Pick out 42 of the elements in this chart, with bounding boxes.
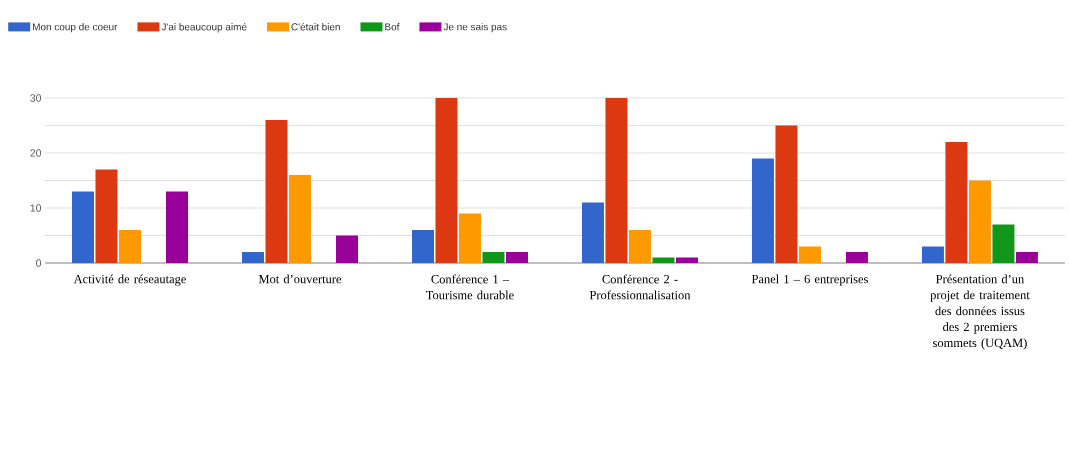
bar bbox=[798, 246, 821, 263]
x-tick-label: Présentation d’un projet de traitement des données issus des 2 premiers sommets (UQAM) bbox=[930, 274, 1030, 350]
bar bbox=[505, 252, 528, 263]
x-tick-label: Panel 1 – 6 entreprises bbox=[751, 274, 868, 286]
bar bbox=[605, 98, 628, 263]
x-tick-label: Conférence 1 – Tourisme durable bbox=[426, 274, 514, 300]
bar bbox=[652, 257, 675, 263]
bar bbox=[482, 252, 505, 263]
bar bbox=[775, 125, 798, 263]
legend-label: Je ne sais pas bbox=[443, 23, 507, 33]
bar bbox=[411, 230, 434, 263]
legend-label: Mon coup de coeur bbox=[32, 23, 118, 33]
bar bbox=[288, 175, 311, 263]
legend-label: C'était bien bbox=[291, 22, 340, 31]
bar bbox=[95, 169, 118, 263]
bar bbox=[241, 252, 264, 263]
bar bbox=[628, 230, 651, 263]
bar bbox=[751, 158, 774, 263]
bar bbox=[1015, 252, 1038, 263]
bar bbox=[335, 235, 358, 263]
bar bbox=[458, 213, 481, 263]
legend-label: J'ai beaucoup aimé bbox=[161, 22, 247, 33]
bar bbox=[992, 224, 1015, 263]
bar bbox=[675, 257, 698, 263]
bar bbox=[968, 180, 991, 263]
bar bbox=[71, 191, 94, 263]
bar bbox=[921, 246, 944, 263]
bar bbox=[265, 120, 288, 263]
legend-label: Bof bbox=[385, 23, 400, 31]
x-tick-label: Activité de réseautage bbox=[73, 274, 186, 286]
bar bbox=[166, 191, 188, 263]
bar bbox=[118, 230, 141, 263]
bar bbox=[945, 142, 968, 263]
bar bbox=[435, 98, 458, 263]
bar bbox=[581, 202, 604, 263]
x-tick-label: Conférence 2 - Professionnalisation bbox=[589, 274, 691, 300]
bar bbox=[845, 252, 868, 263]
y-tick-label: 0 bbox=[36, 259, 42, 267]
x-tick-label: Mot d’ouverture bbox=[258, 274, 342, 284]
y-tick-label: 10 bbox=[30, 204, 42, 212]
y-tick-label: 20 bbox=[30, 149, 42, 157]
y-tick-label: 30 bbox=[30, 94, 42, 102]
